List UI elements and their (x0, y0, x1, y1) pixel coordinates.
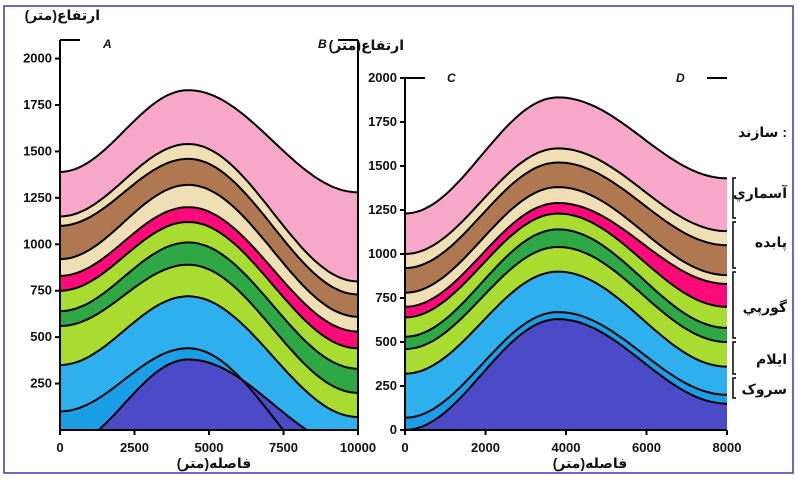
left-layer-boundary-7 (60, 183, 358, 318)
right-layer-boundary-6 (405, 201, 727, 308)
right-y-ticks: 0 250 500 750 1000 1250 1500 1750 2000 (368, 70, 405, 437)
right-corner-label-c: C (447, 71, 456, 85)
left-layer-boundary-5 (60, 220, 358, 350)
formation-label-gurpi: گورپي (743, 299, 788, 316)
right-layer-band-10 (405, 97, 727, 255)
left-y-tick-label: 1250 (23, 190, 52, 205)
left-layer-boundary-0 (97, 358, 309, 430)
formation-legend: سازند : آسماري پابده گورپي ايلام سروک (732, 124, 788, 399)
right-y-tick-label: 1750 (368, 114, 397, 129)
left-layer-band-3 (60, 264, 358, 417)
right-y-tick-label: 750 (375, 290, 397, 305)
right-layer-boundary-0 (405, 318, 727, 430)
left-fold-layers (60, 89, 358, 430)
left-y-ticks: 250 500 750 1000 1250 1500 1750 2000 (23, 51, 60, 391)
right-x-tick-label: 0 (401, 440, 408, 455)
bracket-pabdeh (732, 221, 736, 269)
bracket-gurpi (732, 271, 736, 339)
left-corner-label-b: B (318, 37, 327, 51)
left-layer-boundary-2 (60, 295, 358, 418)
left-y-tick-label: 1750 (23, 97, 52, 112)
formation-label-sarvak: سروک (741, 381, 787, 398)
panel-right: 0 250 500 750 1000 1250 1500 1750 2000 0 2000 4000… (329, 37, 742, 472)
left-layer-boundary-10 (60, 89, 358, 194)
left-corner-label-a: A (102, 37, 112, 51)
right-layer-boundary-8 (405, 161, 727, 270)
left-layer-band-2 (60, 296, 358, 430)
right-x-tick-label: 4000 (552, 440, 581, 455)
right-layer-boundary-1 (405, 311, 727, 419)
left-y-tick-label: 1000 (23, 236, 52, 251)
left-x-tick-label: 2500 (120, 440, 149, 455)
right-y-tick-label: 1500 (368, 158, 397, 173)
right-y-tick-label: 1000 (368, 246, 397, 261)
right-layer-boundary-2 (405, 270, 727, 375)
bracket-sarvak (732, 377, 736, 399)
left-layer-band-7 (60, 184, 358, 332)
right-x-tick-label: 2000 (471, 440, 500, 455)
left-x-tick-label: 10000 (340, 440, 376, 455)
right-y-tick-label: 1250 (368, 202, 397, 217)
outer-frame (3, 5, 794, 474)
right-x-tick-label: 8000 (713, 440, 742, 455)
panel-left: 250 500 750 1000 1250 1500 1750 2000 0 2500 5000 7… (23, 7, 376, 472)
right-layer-boundary-9 (405, 147, 727, 255)
formation-label-asmari: آسماري (733, 184, 788, 203)
left-layer-band-4 (60, 242, 358, 393)
left-y-axis-label: ارتفاع(متر) (25, 7, 100, 24)
bracket-ilam (732, 341, 736, 375)
right-y-tick-label: 250 (375, 378, 397, 393)
right-layer-boundary-7 (405, 186, 727, 294)
left-layer-band-9 (60, 144, 358, 295)
left-x-tick-label: 5000 (195, 440, 224, 455)
left-y-tick-label: 750 (30, 283, 52, 298)
left-layer-boundary-9 (60, 142, 358, 283)
right-layer-band-8 (405, 162, 727, 293)
formation-label-pabdeh: پابده (755, 234, 787, 251)
right-fold-layers (405, 96, 727, 430)
right-y-tick-label: 2000 (368, 70, 397, 85)
right-y-tick-label: 500 (375, 334, 397, 349)
left-x-axis-label: فاصله(متر) (177, 455, 252, 472)
left-y-tick-label: 500 (30, 329, 52, 344)
left-layer-band-6 (60, 207, 358, 349)
left-layer-boundary-6 (60, 206, 358, 333)
right-layer-band-0 (405, 319, 727, 430)
right-layer-band-3 (405, 247, 727, 374)
formations-title: سازند : (738, 124, 787, 140)
left-y-tick-label: 1500 (23, 143, 52, 158)
left-layer-boundary-1 (60, 347, 285, 430)
left-layer-boundary-8 (60, 157, 358, 296)
left-x-tick-label: 0 (56, 440, 63, 455)
left-y-tick-label: 250 (30, 376, 52, 391)
right-layer-boundary-4 (405, 228, 727, 338)
formation-label-ilam: ايلام (756, 351, 787, 367)
right-x-ticks: 0 2000 4000 6000 8000 (401, 430, 741, 455)
right-layer-band-2 (405, 271, 727, 418)
right-corner-label-d: D (676, 71, 685, 85)
right-x-axis-label: فاصله(متر) (553, 455, 628, 472)
right-layer-boundary-5 (405, 212, 727, 319)
left-layer-band-8 (60, 158, 358, 317)
right-layer-boundary-3 (405, 245, 727, 350)
left-layer-boundary-4 (60, 241, 358, 370)
left-x-tick-label: 7500 (269, 440, 298, 455)
left-y-tick-label: 2000 (23, 51, 52, 66)
right-y-axis-label: ارتفاع(متر) (329, 37, 404, 54)
right-x-tick-label: 6000 (632, 440, 661, 455)
right-y-tick-label: 0 (390, 422, 397, 437)
left-layer-boundary-3 (60, 263, 358, 394)
right-layer-boundary-10 (405, 96, 727, 215)
bracket-asmari (732, 177, 736, 219)
left-layer-band-10 (60, 90, 358, 282)
right-layer-band-4 (405, 229, 727, 349)
left-x-ticks: 0 2500 5000 7500 10000 (56, 430, 376, 455)
left-layer-band-5 (60, 222, 358, 369)
